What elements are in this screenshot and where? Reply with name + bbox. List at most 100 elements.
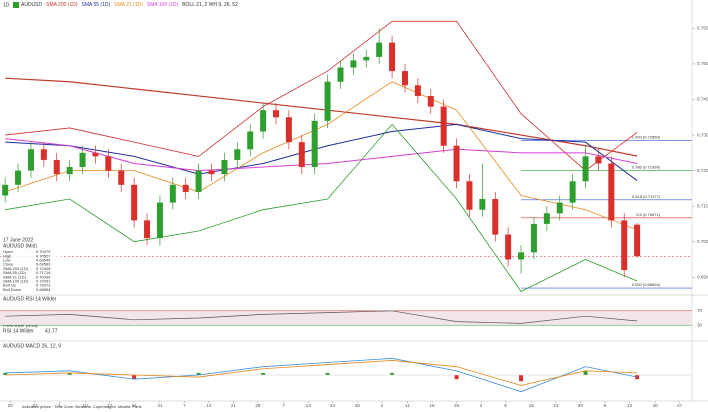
x-tick-label: 7 bbox=[183, 403, 186, 408]
candle-body bbox=[298, 142, 305, 168]
x-tick-label: 27 bbox=[677, 403, 683, 408]
candle-body bbox=[273, 110, 279, 118]
candle-body bbox=[608, 163, 615, 221]
x-tick-label: 16 bbox=[529, 403, 535, 408]
x-tick-label: 13 bbox=[627, 403, 633, 408]
x-tick-label: 10 bbox=[83, 403, 89, 408]
info-label: Boll Down bbox=[3, 287, 21, 292]
macd-histogram bbox=[583, 370, 588, 375]
info-box bbox=[1, 236, 61, 292]
x-tick-label: 18 bbox=[429, 403, 435, 408]
candle-body bbox=[350, 60, 357, 68]
candle-body bbox=[208, 170, 215, 175]
info-label: Open bbox=[3, 249, 13, 254]
candle-body bbox=[79, 152, 86, 168]
legend-entry: SMA 21 (1D) bbox=[114, 2, 143, 8]
x-tick-label: 27 bbox=[32, 403, 38, 408]
candle-body bbox=[118, 170, 125, 185]
candle-body bbox=[169, 184, 176, 203]
indicator-line bbox=[5, 20, 638, 172]
x-tick-label: 24 bbox=[132, 403, 138, 408]
info-instrument: AUDUSD (Mid) bbox=[3, 243, 37, 249]
y-tick-label: 0.750 bbox=[697, 61, 708, 66]
candle-body bbox=[324, 81, 331, 121]
candle-body bbox=[582, 156, 589, 182]
indicator-text: BOLL 21, 2 WH 9, 26, 52 bbox=[182, 2, 238, 8]
footer: Indicative prices · Time Zone: Brussels,… bbox=[22, 404, 142, 409]
candle-body bbox=[15, 170, 22, 185]
candle-body bbox=[376, 42, 383, 57]
x-tick-label: 14 bbox=[206, 403, 212, 408]
info-value: 0.70479 bbox=[36, 249, 51, 254]
info-date: 17 June 2022 bbox=[3, 237, 34, 243]
x-tick-label: 17 bbox=[107, 403, 113, 408]
info-label: Close bbox=[3, 262, 14, 267]
macd-histogram bbox=[3, 372, 8, 375]
x-tick-label: 21 bbox=[231, 403, 237, 408]
candle-body bbox=[530, 223, 537, 253]
candle-body bbox=[260, 110, 267, 132]
candle-body bbox=[427, 95, 434, 107]
y-tick-label: 0.740 bbox=[697, 97, 708, 102]
candle-body bbox=[182, 184, 189, 192]
info-label: SMA 21 (1D) bbox=[3, 274, 27, 279]
candle-body bbox=[285, 117, 292, 143]
info-value: 0.71718 bbox=[36, 270, 51, 275]
candle-body bbox=[337, 67, 344, 82]
symbol-icon bbox=[13, 2, 19, 8]
x-tick-label: 30 bbox=[578, 403, 584, 408]
candle-body bbox=[66, 167, 73, 175]
info-label: Low bbox=[3, 257, 10, 262]
candle-body bbox=[363, 56, 370, 61]
rsi-tick-label: 70 bbox=[697, 308, 703, 313]
info-value: 0.72201 bbox=[36, 278, 51, 283]
y-tick-label: 0.690 bbox=[697, 274, 708, 279]
x-tick-label: 20 bbox=[653, 403, 659, 408]
info-label: High bbox=[3, 253, 11, 258]
candle-body bbox=[440, 106, 447, 146]
x-tick-label: 20 bbox=[8, 403, 14, 408]
x-tick-label: 7 bbox=[282, 403, 285, 408]
candle-body bbox=[221, 159, 228, 175]
y-tick-label: 0.710 bbox=[697, 203, 708, 208]
candle-body bbox=[389, 42, 396, 72]
macd-histogram bbox=[67, 372, 72, 375]
rsi-tick-label: 30 bbox=[697, 322, 703, 327]
candle-body bbox=[634, 224, 641, 257]
candle-body bbox=[156, 202, 163, 239]
x-tick-label: 9 bbox=[504, 403, 507, 408]
candle-body bbox=[466, 181, 473, 210]
candle-body bbox=[414, 85, 421, 96]
legend-entry: SMA 100 (1D) bbox=[147, 2, 179, 8]
legend-entry: SMA 55 (1D) bbox=[82, 2, 111, 8]
rsi-title: AUDUSD RSI 14 Wilder bbox=[3, 296, 57, 302]
candle-body bbox=[556, 202, 563, 214]
macd-title: AUDUSD MACD 26, 12, 9 bbox=[3, 343, 61, 349]
y-tick-label: 0.730 bbox=[697, 132, 708, 137]
candle-body bbox=[195, 170, 202, 192]
indicator-line bbox=[5, 138, 638, 172]
info-value: 0.73073 bbox=[36, 283, 51, 288]
info-label: SMA 55 (1D) bbox=[3, 270, 27, 275]
x-tick-label: 25 bbox=[454, 403, 460, 408]
fib-label: 0.5 (0.70671) bbox=[636, 212, 660, 217]
macd-histogram bbox=[132, 375, 137, 380]
rsi-line bbox=[5, 310, 638, 324]
y-tick-label: 0.760 bbox=[697, 26, 708, 31]
signal-line bbox=[5, 360, 638, 386]
candle-body bbox=[27, 149, 34, 171]
info-value: 0.68894 bbox=[36, 287, 51, 292]
candle-body bbox=[543, 213, 550, 224]
macd-histogram bbox=[454, 375, 459, 380]
candle-body bbox=[518, 252, 525, 260]
info-value: 0.72408 bbox=[36, 266, 51, 271]
x-tick-label: 28 bbox=[255, 403, 261, 408]
info-value: 0.69589 bbox=[36, 262, 51, 267]
macd-histogram bbox=[519, 375, 524, 382]
symbol: AUDUSD bbox=[21, 2, 43, 8]
period: 1D bbox=[3, 2, 10, 8]
candle-body bbox=[92, 152, 99, 157]
macd-histogram bbox=[261, 372, 266, 375]
macd-histogram bbox=[325, 372, 330, 375]
